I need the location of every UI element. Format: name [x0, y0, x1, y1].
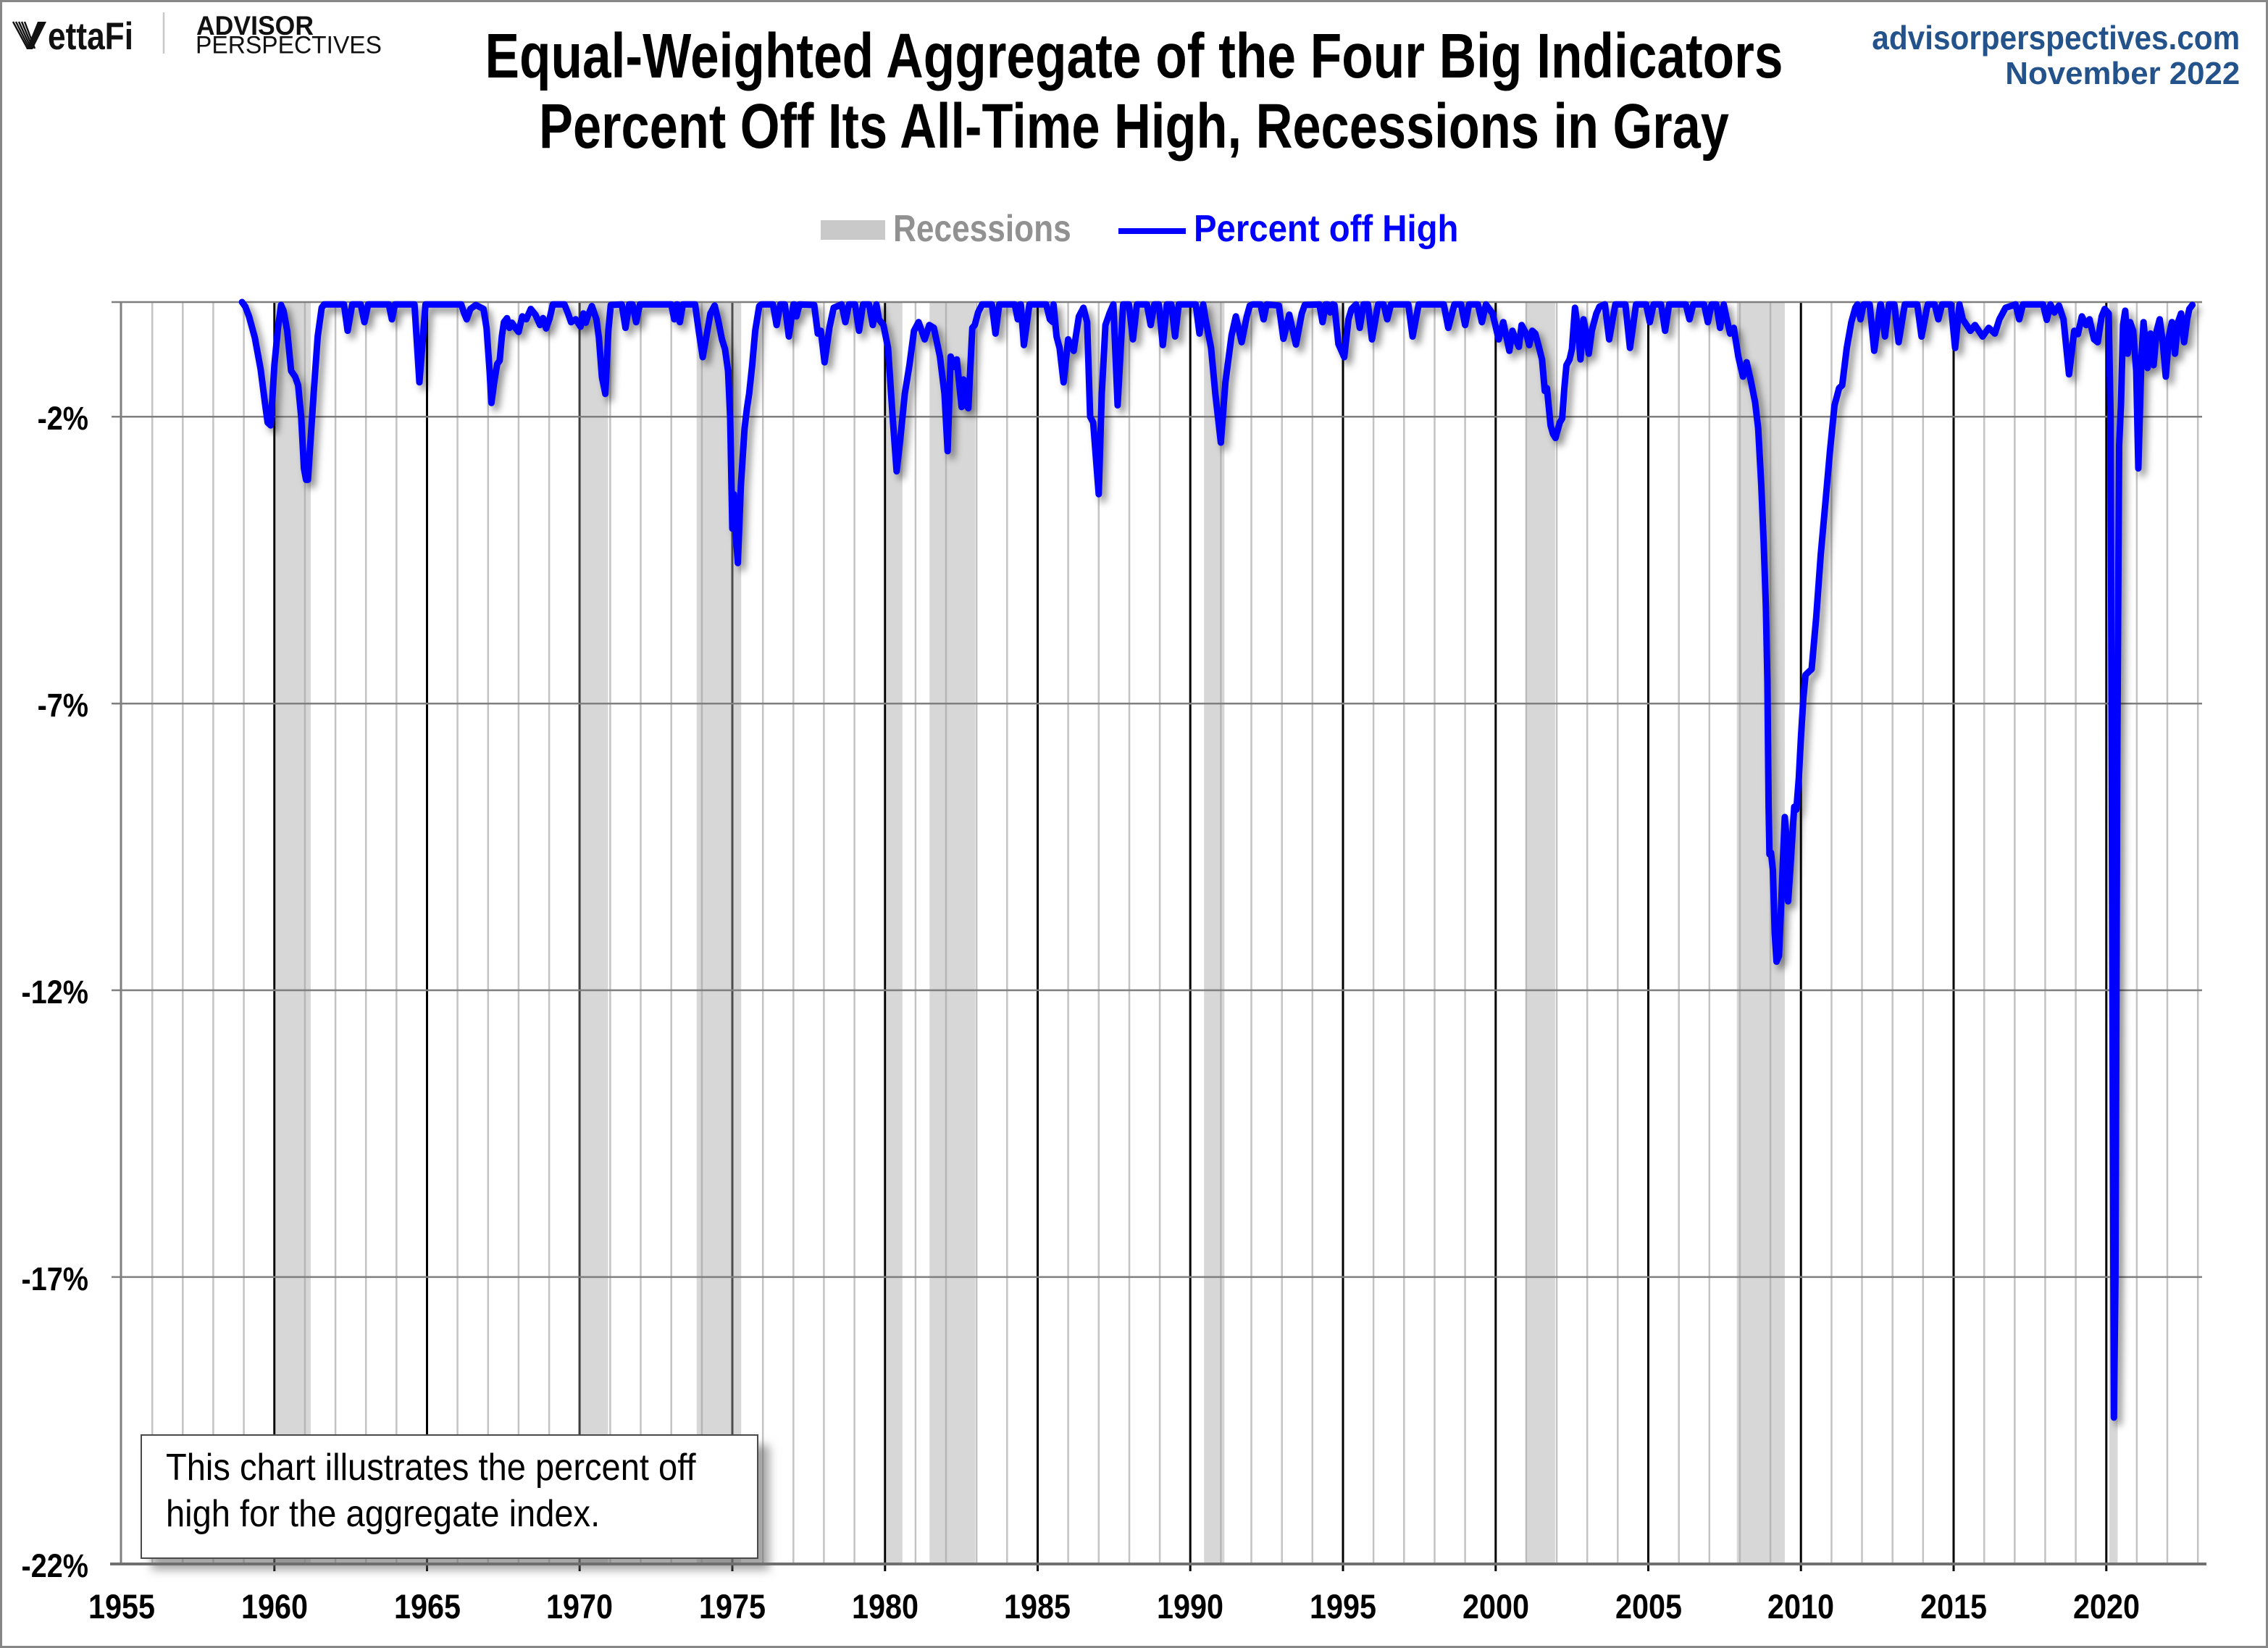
svg-text:ettaFi: ettaFi	[48, 15, 133, 58]
svg-text:PERSPECTIVES: PERSPECTIVES	[196, 32, 382, 59]
svg-text:ADVISOR: ADVISOR	[196, 11, 314, 41]
